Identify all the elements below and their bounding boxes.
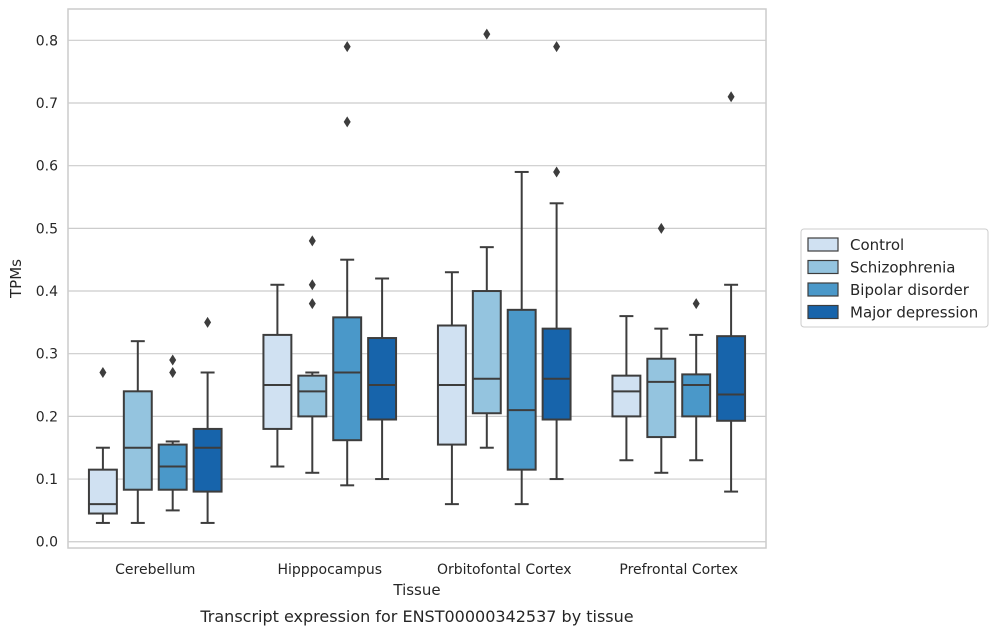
legend-label: Control [850, 236, 904, 254]
x-tick-label: Orbitofontal Cortex [437, 562, 572, 578]
outlier-point [553, 41, 561, 53]
y-tick-label: 0.4 [36, 284, 58, 300]
outlier-point [483, 28, 491, 40]
legend-label: Major depression [850, 304, 978, 322]
y-tick-label: 0.6 [36, 159, 58, 175]
box-1-0 [262, 283, 293, 468]
box-1-2 [332, 41, 363, 487]
outlier-point [308, 298, 316, 310]
box-body [367, 337, 398, 421]
plot-frame [67, 8, 767, 549]
box-0-0 [87, 367, 118, 524]
box-body [87, 468, 118, 515]
x-tick-label: Cerebellum [115, 562, 195, 578]
box-1-1 [297, 235, 328, 474]
figure-caption: Transcript expression for ENST0000034253… [199, 607, 633, 626]
box-layer [87, 28, 747, 524]
y-tick-label: 0.8 [36, 33, 58, 49]
legend: Control Schizophrenia Bipolar disorder Majo… [800, 228, 989, 328]
y-tick-label: 0.7 [36, 96, 58, 112]
outlier-point [553, 166, 561, 178]
box-body [646, 357, 677, 439]
legend-swatch [807, 259, 839, 275]
legend-swatch [807, 304, 839, 320]
x-tick-labels: Cerebellum Hipppocampus Orbitofontal Corte… [115, 562, 738, 578]
box-2-1 [471, 28, 502, 449]
box-2-0 [436, 271, 467, 506]
x-axis-title: Tissue [392, 581, 440, 599]
box-0-3 [192, 316, 223, 524]
y-tick-label: 0.2 [36, 409, 58, 425]
y-tick-labels: 0.0 0.1 0.2 0.3 0.4 0.5 0.6 0.7 0.8 [36, 33, 58, 550]
box-body [332, 316, 363, 442]
outlier-point [692, 298, 700, 310]
x-tick-label: Prefrontal Cortex [619, 562, 738, 578]
box-3-0 [611, 315, 642, 462]
outlier-point [308, 279, 316, 291]
box-body [541, 327, 572, 421]
outlier-point [204, 316, 212, 328]
legend-label: Bipolar disorder [850, 281, 970, 299]
x-tick-label: Hipppocampus [277, 562, 382, 578]
box-body [262, 333, 293, 430]
box-2-2 [506, 170, 537, 506]
box-body [122, 390, 153, 491]
legend-swatch [807, 237, 839, 252]
box-body [471, 290, 502, 415]
outlier-point [169, 354, 177, 366]
y-axis-title: TPMs [7, 259, 25, 299]
box-0-2 [157, 354, 188, 512]
box-body [506, 308, 537, 471]
legend-frame [800, 228, 989, 328]
y-tick-label: 0.5 [36, 221, 58, 237]
box-2-3 [541, 41, 572, 481]
outlier-point [343, 116, 351, 128]
box-1-3 [367, 277, 398, 481]
y-tick-label: 0.0 [36, 535, 58, 551]
box-body [297, 374, 328, 418]
box-body [192, 427, 223, 493]
legend-items: Control Schizophrenia Bipolar disorder Majo… [807, 236, 978, 322]
box-body [611, 374, 642, 418]
legend-swatch [807, 282, 839, 297]
box-3-2 [681, 298, 712, 462]
y-tick-label: 0.1 [36, 472, 58, 488]
outlier-point [169, 367, 177, 379]
box-3-1 [646, 222, 677, 474]
y-tick-label: 0.3 [36, 347, 58, 363]
legend-label: Schizophrenia [850, 259, 955, 277]
box-3-3 [716, 91, 747, 493]
box-body [681, 373, 712, 418]
outlier-point [308, 235, 316, 247]
box-0-1 [122, 340, 153, 524]
outlier-point [343, 41, 351, 53]
outlier-point [657, 222, 665, 234]
outlier-point [99, 367, 107, 379]
box-body [716, 335, 747, 422]
outlier-point [727, 91, 735, 103]
